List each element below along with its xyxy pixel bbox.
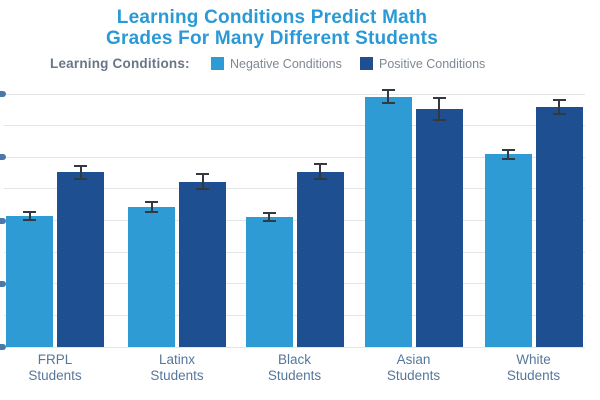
bar-latinx-negative [128, 206, 175, 347]
error-bar-cap [552, 112, 566, 115]
negative-conditions-swatch-icon [211, 57, 224, 70]
error-bar-cap [313, 178, 327, 181]
error-bar-cap [552, 98, 566, 101]
bar-black-positive [296, 171, 344, 347]
x-category-label-line: Students [267, 367, 322, 383]
x-category-label-latinx: Latinx Students [112, 352, 242, 384]
positive-conditions-swatch-icon [360, 57, 373, 70]
error-bar-cap [145, 201, 158, 204]
error-bar-cap [381, 89, 395, 92]
y-tick-label-cropped [0, 344, 6, 350]
bar-asian-positive [415, 108, 463, 347]
chart-title-line1: Learning Conditions Predict Math [116, 7, 428, 28]
y-gridline [4, 188, 585, 190]
error-bar-cap [262, 219, 276, 222]
x-category-label-line: Latinx [158, 352, 196, 367]
error-bar-cap [313, 163, 327, 166]
x-category-label-asian: Asian Students [349, 352, 479, 384]
bar-black-negative [245, 216, 293, 347]
y-tick-label-cropped [0, 280, 6, 287]
error-bar-cap [432, 96, 446, 99]
x-category-label-line: Black [277, 352, 311, 367]
bar-frpl-negative [6, 215, 53, 347]
error-bar [201, 174, 204, 189]
y-gridline [4, 93, 585, 95]
x-category-label-line: Students [150, 367, 204, 383]
bar-white-negative [484, 154, 532, 347]
y-gridline [4, 156, 585, 158]
bar-latinx-positive [179, 181, 226, 347]
plot-area: FRPL Students Latinx Students Black Students A… [0, 89, 585, 383]
legend-item-positive-label: Positive Conditions [379, 57, 486, 71]
bar-frpl-positive [57, 172, 104, 347]
error-bar-cap [501, 148, 515, 151]
x-category-label-white: White Students [469, 352, 599, 384]
x-category-label-black: Black Students [230, 352, 360, 384]
error-bar [28, 211, 31, 220]
x-category-label-line: Asian [396, 352, 431, 367]
chart-title: Learning Conditions Predict Math Grades … [0, 7, 544, 50]
error-bar [507, 149, 509, 159]
error-bar-cap [501, 157, 515, 160]
y-gridline [4, 283, 585, 285]
bar-white-positive [535, 106, 583, 347]
error-bar [79, 165, 82, 179]
x-category-label-line: Students [506, 367, 561, 383]
error-bar-cap [74, 178, 87, 180]
bar-asian-negative [364, 96, 412, 347]
error-bar-cap [196, 187, 209, 190]
error-bar [150, 202, 153, 212]
error-bar-cap [145, 210, 158, 213]
error-bar-cap [23, 218, 36, 221]
error-bar-cap [432, 119, 446, 122]
error-bar [438, 97, 440, 121]
error-bar [319, 164, 321, 180]
error-bar-cap [196, 173, 209, 176]
error-bar-cap [262, 211, 276, 214]
y-tick-label-cropped [0, 154, 6, 161]
x-category-label-line: Students [386, 367, 441, 383]
legend: Learning Conditions: Negative Conditions… [0, 55, 600, 73]
error-bar-cap [74, 164, 87, 167]
y-gridline [4, 220, 585, 221]
error-bar [387, 90, 389, 103]
y-tick-label-cropped [0, 217, 6, 224]
x-category-label-line: White [516, 352, 551, 367]
y-gridline [4, 251, 585, 253]
y-gridline [4, 314, 585, 316]
chart-title-line2: Grades For Many Different Students [106, 27, 438, 49]
error-bar [268, 212, 270, 221]
y-gridline [4, 125, 585, 127]
error-bar-cap [23, 210, 36, 213]
x-category-label-line: Students [28, 367, 82, 383]
error-bar [558, 99, 560, 114]
legend-label: Learning Conditions: [50, 56, 190, 71]
y-gridline [4, 346, 585, 348]
x-category-label-frpl: FRPL Students [0, 352, 120, 384]
error-bar-cap [381, 101, 395, 104]
legend-item-negative-label: Negative Conditions [230, 57, 342, 71]
x-category-label-line: FRPL [37, 352, 73, 367]
y-tick-label-cropped [0, 91, 6, 97]
